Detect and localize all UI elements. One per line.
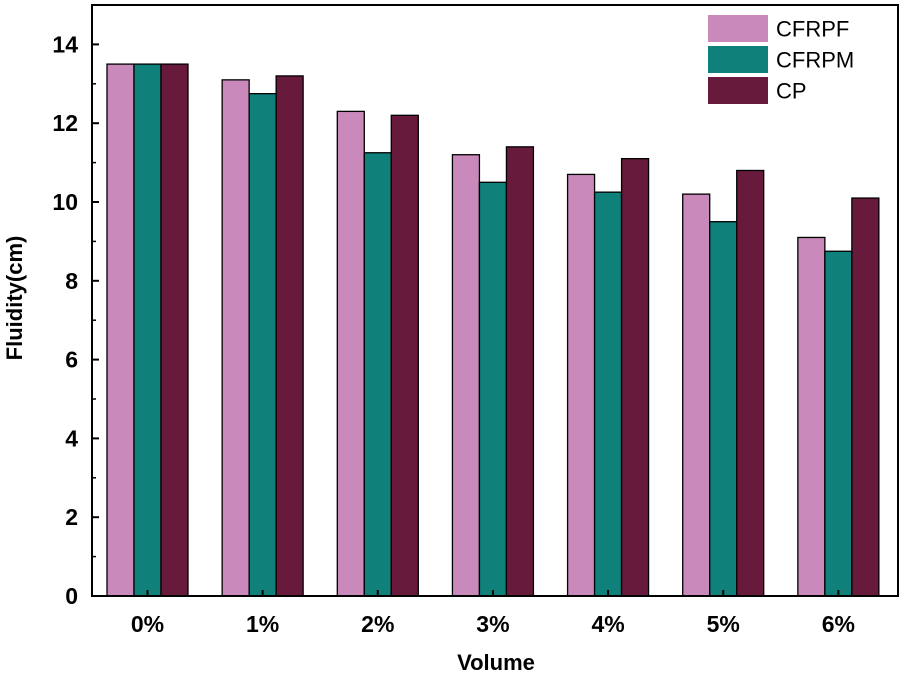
bar-cfrpf-1pct [221, 79, 250, 597]
legend-label-cfrpf: CFRPF [776, 17, 849, 42]
bar-cfrpf-5pct [682, 193, 711, 597]
y-axis-title: Fluidity(cm) [2, 236, 27, 361]
y-tick-label: 14 [52, 31, 78, 57]
bar-cfrpm-3pct [478, 181, 508, 597]
x-tick-label: 4% [591, 611, 624, 637]
x-tick-label: 5% [707, 611, 740, 637]
y-tick-label: 4 [65, 425, 78, 451]
legend-swatch-cfrpf [708, 15, 768, 42]
legend-label-cp: CP [776, 79, 807, 104]
bar-cp-4pct [620, 158, 650, 597]
bar-cp-2pct [390, 114, 419, 597]
bar-cp-5pct [736, 169, 765, 597]
bar-cfrpm-6pct [824, 250, 853, 597]
axes-group: 0 2 4 6 8 10 12 14 0% 1% 2% 3% 4% 5% 6% [52, 4, 899, 637]
plot-frame [91, 4, 899, 597]
legend: CFRPF CFRPM CP [708, 15, 854, 104]
bar-cfrpf-0pct [106, 63, 135, 597]
legend-swatch-cp [708, 77, 768, 104]
legend-label-cfrpm: CFRPM [776, 48, 854, 73]
bar-cfrpf-3pct [451, 154, 481, 597]
y-tick-label: 12 [52, 110, 78, 136]
y-tick-label: 6 [65, 347, 78, 373]
bar-cp-0pct [160, 63, 189, 597]
bar-cfrpf-2pct [336, 110, 365, 597]
bar-cp-1pct [275, 75, 304, 597]
x-tick-label: 3% [476, 611, 509, 637]
y-tick-label: 10 [52, 189, 78, 215]
x-tick-label: 0% [131, 611, 164, 637]
bar-cfrpm-5pct [709, 221, 738, 597]
bar-cfrpf-6pct [797, 236, 826, 597]
bar-cp-3pct [505, 146, 535, 597]
x-axis-title: Volume [457, 650, 535, 675]
bar-cp-6pct [851, 197, 880, 597]
x-tick-label: 2% [361, 611, 394, 637]
bars-group [106, 63, 880, 597]
bar-cfrpm-0pct [133, 63, 162, 597]
y-tick-label: 8 [65, 268, 78, 294]
bar-cfrpm-2pct [363, 152, 392, 597]
legend-swatch-cfrpm [708, 46, 768, 73]
bar-cfrpm-4pct [593, 191, 623, 597]
x-tick-label: 6% [822, 611, 855, 637]
bar-cfrpf-4pct [566, 173, 596, 597]
x-tick-label: 1% [246, 611, 279, 637]
y-tick-label: 2 [65, 504, 78, 530]
bar-cfrpm-1pct [248, 93, 277, 597]
y-tick-label: 0 [65, 583, 78, 609]
